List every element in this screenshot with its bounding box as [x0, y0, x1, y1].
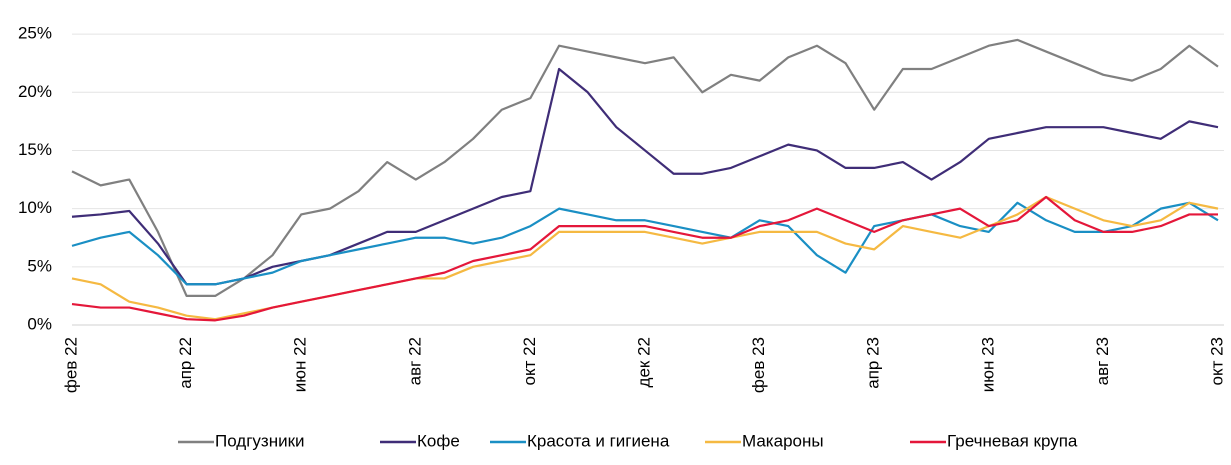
y-tick-label: 25%: [18, 24, 52, 43]
x-tick-label: июн 22: [291, 337, 310, 392]
series-line: [71, 67, 1219, 286]
y-tick-label: 10%: [18, 198, 52, 217]
x-tick-label: апр 22: [176, 337, 195, 389]
x-tick-label: окт 22: [520, 337, 539, 386]
y-tick-label: 15%: [18, 140, 52, 159]
x-tick-label: авг 22: [405, 337, 424, 385]
y-tick-label: 0%: [27, 314, 52, 333]
x-tick-label: авг 23: [1093, 337, 1112, 385]
series-line: [71, 195, 1218, 322]
series-line: [71, 201, 1219, 286]
x-tick-label: фев 23: [749, 337, 768, 393]
x-tick-label: дек 22: [634, 337, 653, 387]
x-tick-label: фев 22: [61, 337, 80, 393]
y-tick-label: 5%: [27, 256, 52, 275]
legend-label: Макароны: [742, 431, 824, 450]
legend-label: Красота и гигиена: [527, 431, 670, 450]
x-tick-label: апр 23: [864, 337, 883, 389]
series-line: [71, 38, 1219, 298]
x-tick-label: окт 23: [1207, 337, 1226, 386]
x-tick-label: июн 23: [978, 337, 997, 392]
legend-label: Кофе: [417, 431, 460, 450]
legend-label: Гречневая крупа: [947, 431, 1078, 450]
legend-label: Подгузники: [215, 431, 305, 450]
y-tick-label: 20%: [18, 82, 52, 101]
series-line: [71, 195, 1219, 321]
